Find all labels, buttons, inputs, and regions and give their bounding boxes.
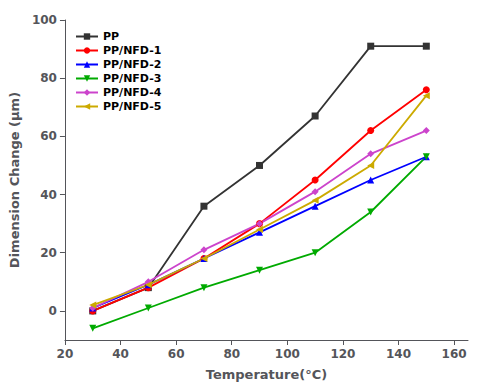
svg-text:140: 140: [386, 347, 411, 361]
svg-text:80: 80: [40, 71, 57, 85]
svg-text:40: 40: [112, 347, 129, 361]
svg-text:PP/NFD-3: PP/NFD-3: [103, 72, 161, 85]
svg-text:PP: PP: [103, 30, 119, 43]
svg-text:PP/NFD-5: PP/NFD-5: [103, 100, 161, 113]
svg-text:120: 120: [330, 347, 355, 361]
svg-text:160: 160: [442, 347, 467, 361]
svg-text:40: 40: [40, 188, 57, 202]
svg-text:60: 60: [40, 129, 57, 143]
svg-text:PP/NFD-4: PP/NFD-4: [103, 86, 162, 99]
svg-text:100: 100: [32, 13, 57, 27]
svg-text:20: 20: [57, 347, 74, 361]
svg-text:60: 60: [168, 347, 185, 361]
svg-text:100: 100: [275, 347, 300, 361]
svg-text:PP/NFD-1: PP/NFD-1: [103, 44, 161, 57]
svg-text:80: 80: [223, 347, 240, 361]
svg-text:Temperature(°C): Temperature(°C): [206, 367, 327, 382]
svg-text:0: 0: [49, 304, 57, 318]
svg-text:20: 20: [40, 246, 57, 260]
svg-text:PP/NFD-2: PP/NFD-2: [103, 58, 161, 71]
svg-text:Dimension Change (μm): Dimension Change (μm): [7, 92, 22, 268]
